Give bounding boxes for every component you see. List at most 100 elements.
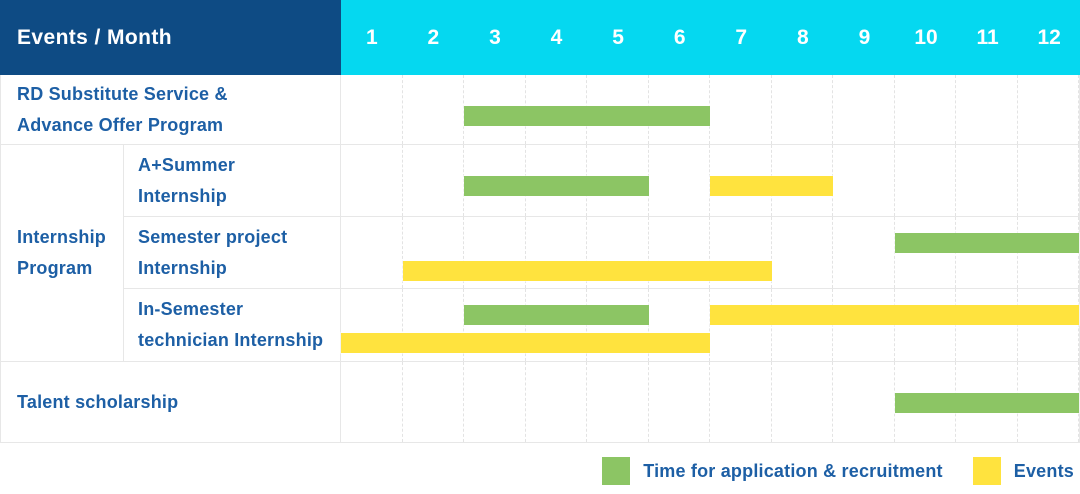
month-grid-cell xyxy=(341,75,403,144)
month-grid-cell xyxy=(526,362,587,442)
month-label: 11 xyxy=(976,25,999,49)
gantt-bar-yellow xyxy=(710,176,833,196)
group-label-line: Internship xyxy=(17,227,107,247)
month-grid-cell xyxy=(341,362,403,442)
month-grid-cell xyxy=(526,217,587,288)
month-grid-cell xyxy=(833,75,895,144)
group-label-internship-program: Internship Program xyxy=(0,145,124,362)
table-corner-header: Events / Month xyxy=(0,0,341,75)
month-grid-cell xyxy=(649,217,710,288)
month-grid-cell xyxy=(464,289,526,361)
month-label: 2 xyxy=(427,25,440,49)
row-label-line: Internship xyxy=(138,185,228,206)
month-grid-cell xyxy=(1018,145,1079,216)
month-grid-cell xyxy=(895,145,956,216)
month-grid-cell xyxy=(649,289,710,361)
row-label-rd-substitute: RD Substitute Service & Advance Offer Pr… xyxy=(0,75,341,145)
month-grid-cell xyxy=(956,145,1018,216)
month-grid-cell xyxy=(403,289,464,361)
row-label-line: Talent scholarship xyxy=(17,391,179,412)
month-grid-cell xyxy=(403,145,464,216)
month-grid-cell xyxy=(403,362,464,442)
legend-item-events: Events xyxy=(972,457,1074,485)
chart-row-semester-project-internship xyxy=(341,217,1080,289)
month-label: 5 xyxy=(612,25,624,49)
group-label-line: Program xyxy=(17,258,93,278)
month-grid-cell xyxy=(1018,75,1079,144)
month-label: 7 xyxy=(735,25,748,49)
month-grid-cell xyxy=(895,289,956,361)
month-grid-cell xyxy=(710,362,772,442)
chart-row-in-semester-technician-internship xyxy=(341,289,1080,362)
month-grid-cell xyxy=(341,217,403,288)
chart-row-rd-substitute xyxy=(341,75,1080,145)
gantt-bar-yellow xyxy=(402,261,772,281)
month-grid-cell xyxy=(956,289,1018,361)
month-grid-cell xyxy=(464,217,526,288)
month-grid-cell xyxy=(526,289,587,361)
month-grid-cell xyxy=(710,289,772,361)
legend-label: Time for application & recruitment xyxy=(643,460,943,481)
month-grid-cell xyxy=(403,217,464,288)
month-grid-cell xyxy=(587,217,649,288)
month-grid-cell xyxy=(649,362,710,442)
gantt-bar-green xyxy=(464,176,649,196)
gantt-bar-green xyxy=(894,393,1079,413)
month-label: 12 xyxy=(1037,25,1061,49)
month-grid-cell xyxy=(895,75,956,144)
month-grid-cell xyxy=(341,289,403,361)
month-grid-cell xyxy=(833,289,895,361)
row-label-line: Internship xyxy=(138,257,228,278)
row-label-line: Advance Offer Program xyxy=(17,114,224,135)
gantt-bar-yellow xyxy=(341,333,710,353)
month-grid-cell xyxy=(772,217,833,288)
month-grid-cell xyxy=(833,217,895,288)
month-grid-cell xyxy=(833,145,895,216)
row-label-talent-scholarship: Talent scholarship xyxy=(0,362,341,443)
green-swatch-icon xyxy=(602,457,631,485)
month-header-row: 1 2 3 4 5 6 7 8 9 10 11 12 xyxy=(341,0,1080,75)
page-title: Events / Month xyxy=(17,25,172,49)
month-label: 10 xyxy=(914,25,938,49)
gantt-bar-green xyxy=(464,305,649,325)
schedule-table: Events / Month 1 2 3 4 5 6 7 8 9 10 11 12 RD Substi… xyxy=(0,0,1080,443)
gantt-bar-yellow xyxy=(710,305,1079,325)
month-grid-cell xyxy=(649,145,710,216)
row-label-in-semester-technician-internship: In-Semester technician Internship xyxy=(124,289,341,362)
chart-row-talent-scholarship xyxy=(341,362,1080,443)
month-label: 9 xyxy=(858,25,871,49)
month-grid-cell xyxy=(833,362,895,442)
month-grid-cell xyxy=(772,75,833,144)
row-label-semester-project-internship: Semester project Internship xyxy=(124,217,341,289)
legend-label: Events xyxy=(1013,460,1074,481)
chart-row-a-summer-internship xyxy=(341,145,1080,217)
month-grid-cell xyxy=(772,362,833,442)
month-label: 6 xyxy=(673,25,686,49)
gantt-bar-green xyxy=(464,106,710,126)
row-label-line: RD Substitute Service & xyxy=(17,83,228,104)
month-label: 4 xyxy=(550,25,563,49)
month-grid-cell xyxy=(403,75,464,144)
month-grid-cell xyxy=(587,289,649,361)
legend: Time for application & recruitment Event… xyxy=(602,457,1074,485)
gantt-bar-green xyxy=(894,233,1079,253)
month-grid-cell xyxy=(587,362,649,442)
row-label-a-summer-internship: A+Summer Internship xyxy=(124,145,341,217)
month-label: 8 xyxy=(796,25,809,49)
legend-item-application-recruitment: Time for application & recruitment xyxy=(602,457,943,485)
row-label-line: technician Internship xyxy=(138,330,324,350)
row-label-line: A+Summer xyxy=(138,154,236,175)
month-grid-cell xyxy=(464,362,526,442)
month-grid-cell xyxy=(1018,289,1079,361)
month-grid-cell xyxy=(341,145,403,216)
month-grid-cell xyxy=(956,75,1018,144)
yellow-swatch-icon xyxy=(972,457,1001,485)
month-label: 3 xyxy=(489,25,501,49)
month-grid-cell xyxy=(710,75,772,144)
month-grid-cell xyxy=(710,217,772,288)
month-label: 1 xyxy=(365,25,378,49)
row-label-line: Semester project xyxy=(138,226,288,247)
month-grid-cell xyxy=(772,289,833,361)
row-label-line: In-Semester xyxy=(138,299,244,319)
